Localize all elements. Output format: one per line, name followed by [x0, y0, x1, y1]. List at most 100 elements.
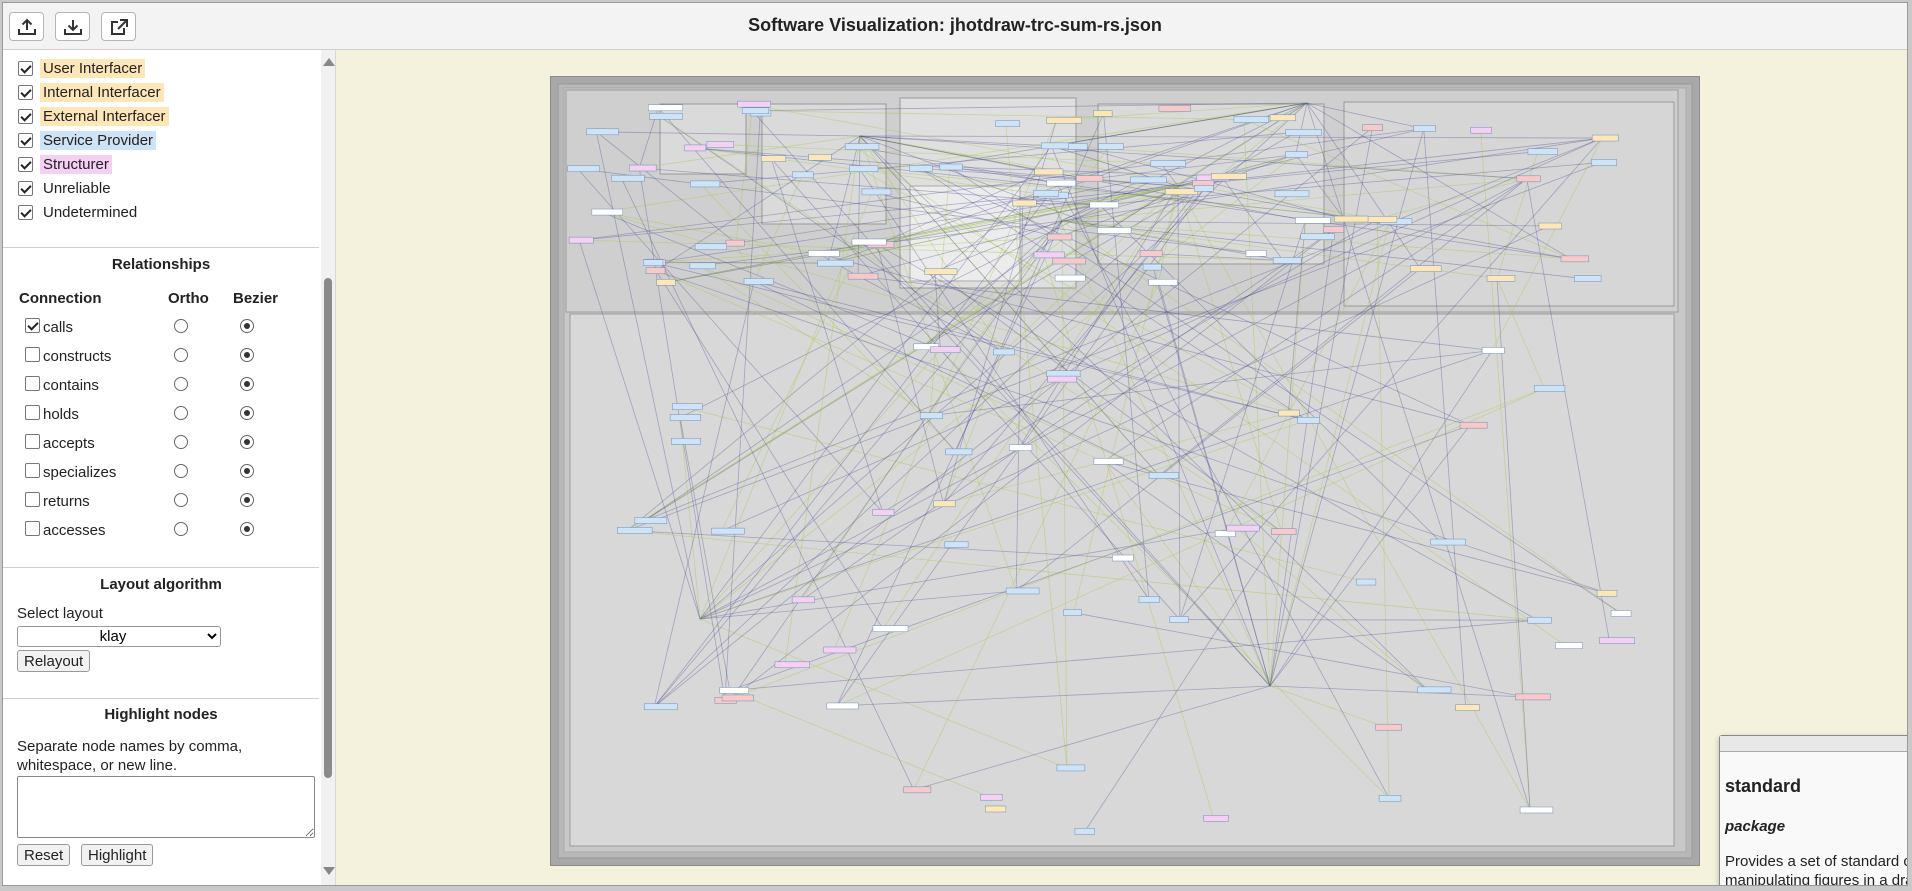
graph-node[interactable]: [872, 509, 895, 516]
role-checkbox[interactable]: [18, 84, 33, 100]
role-item-internal-interfacer[interactable]: Internal Interfacer: [18, 80, 169, 104]
graph-node[interactable]: [1226, 524, 1260, 532]
graph-node[interactable]: [1148, 472, 1179, 479]
graph-node[interactable]: [741, 107, 770, 114]
graph-node[interactable]: [1046, 370, 1081, 377]
graph-node[interactable]: [1610, 610, 1632, 617]
graph-node[interactable]: [1591, 134, 1619, 142]
graph-node[interactable]: [711, 527, 745, 535]
graph-node[interactable]: [1519, 806, 1554, 814]
role-item-structurer[interactable]: Structurer: [18, 152, 169, 176]
graph-node[interactable]: [567, 165, 600, 173]
graph-node[interactable]: [1455, 704, 1480, 711]
graph-node[interactable]: [1533, 385, 1566, 392]
ortho-radio[interactable]: [174, 435, 188, 449]
graph-node[interactable]: [1033, 251, 1065, 259]
graph-node[interactable]: [706, 141, 735, 148]
role-item-undetermined[interactable]: Undetermined: [18, 200, 169, 224]
graph-node[interactable]: [1410, 265, 1442, 272]
graph-node[interactable]: [1366, 216, 1398, 223]
graph-node[interactable]: [1245, 250, 1267, 257]
graph-node[interactable]: [1375, 723, 1402, 731]
graph-node[interactable]: [669, 414, 701, 421]
bezier-radio[interactable]: [240, 406, 254, 420]
bezier-radio[interactable]: [240, 493, 254, 507]
graph-node[interactable]: [945, 448, 973, 456]
graph-node[interactable]: [944, 541, 969, 548]
graph-node[interactable]: [1056, 764, 1086, 772]
graph-node[interactable]: [1459, 421, 1488, 429]
bezier-radio[interactable]: [240, 319, 254, 333]
graph-node[interactable]: [656, 279, 676, 286]
graph-node[interactable]: [1413, 125, 1436, 132]
graph-node[interactable]: [672, 403, 703, 411]
graph-node[interactable]: [634, 517, 668, 524]
scroll-down-arrow-icon[interactable]: [323, 867, 335, 875]
download-button[interactable]: [55, 12, 90, 41]
relationship-checkbox[interactable]: [25, 521, 40, 536]
graph-node[interactable]: [1323, 226, 1345, 233]
graph-node[interactable]: [1362, 124, 1383, 131]
graph-node[interactable]: [984, 805, 1007, 813]
graph-node[interactable]: [1596, 589, 1618, 597]
upload-button[interactable]: [9, 12, 44, 41]
graph-node[interactable]: [1516, 175, 1541, 183]
graph-node[interactable]: [737, 100, 771, 108]
graph-node[interactable]: [791, 596, 815, 604]
graph-node[interactable]: [645, 267, 666, 274]
graph-node[interactable]: [1164, 188, 1199, 195]
graph-node[interactable]: [1074, 827, 1095, 835]
bezier-radio[interactable]: [240, 377, 254, 391]
graph-node[interactable]: [792, 171, 814, 179]
graph-node[interactable]: [1481, 347, 1505, 354]
sidebar-scrollbar[interactable]: [321, 50, 335, 885]
graph-node[interactable]: [689, 262, 716, 270]
graph-node[interactable]: [919, 412, 943, 419]
graph-node[interactable]: [1098, 143, 1124, 150]
relayout-button[interactable]: Relayout: [17, 650, 91, 672]
graph-node[interactable]: [933, 500, 956, 508]
graph-node[interactable]: [1271, 528, 1297, 535]
graph-node[interactable]: [980, 793, 1003, 801]
sub-package[interactable]: [1343, 101, 1675, 307]
graph-node[interactable]: [851, 238, 887, 246]
graph-node[interactable]: [1278, 409, 1300, 417]
graph-node[interactable]: [1269, 114, 1296, 122]
graph-node[interactable]: [1555, 642, 1583, 649]
graph-node[interactable]: [1486, 275, 1516, 282]
graph-node[interactable]: [1076, 175, 1104, 182]
role-item-external-interfacer[interactable]: External Interfacer: [18, 104, 169, 128]
graph-node[interactable]: [844, 143, 880, 150]
ortho-radio[interactable]: [174, 522, 188, 536]
graph-node[interactable]: [1297, 417, 1320, 424]
bezier-radio[interactable]: [240, 435, 254, 449]
graph-node[interactable]: [1300, 233, 1335, 240]
sub-package[interactable]: [761, 103, 887, 225]
graph-node[interactable]: [849, 165, 879, 172]
graph-node[interactable]: [1068, 143, 1088, 150]
graph-node[interactable]: [861, 188, 892, 196]
graph-node[interactable]: [1210, 173, 1247, 180]
reset-button[interactable]: Reset: [17, 844, 71, 866]
graph-node[interactable]: [690, 180, 721, 188]
graph-node[interactable]: [1285, 129, 1322, 136]
graph-node[interactable]: [1097, 227, 1132, 234]
graph-node[interactable]: [1033, 189, 1060, 197]
graph-node[interactable]: [930, 346, 961, 354]
graph-node[interactable]: [643, 259, 664, 266]
layout-select[interactable]: klay: [17, 626, 221, 647]
graph-node[interactable]: [1093, 110, 1113, 117]
highlight-textarea[interactable]: [17, 776, 315, 838]
graph-node[interactable]: [1430, 538, 1466, 546]
graph-node[interactable]: [617, 527, 653, 534]
graph-node[interactable]: [1046, 116, 1082, 124]
role-checkbox[interactable]: [18, 204, 33, 220]
role-item-user-interfacer[interactable]: User Interfacer: [18, 56, 169, 80]
graph-node[interactable]: [1599, 637, 1635, 644]
graph-node[interactable]: [725, 239, 745, 247]
graph-node[interactable]: [1169, 616, 1189, 623]
graph-node[interactable]: [939, 163, 963, 171]
role-checkbox[interactable]: [18, 60, 33, 76]
ortho-radio[interactable]: [174, 493, 188, 507]
graph-node[interactable]: [1054, 274, 1086, 282]
